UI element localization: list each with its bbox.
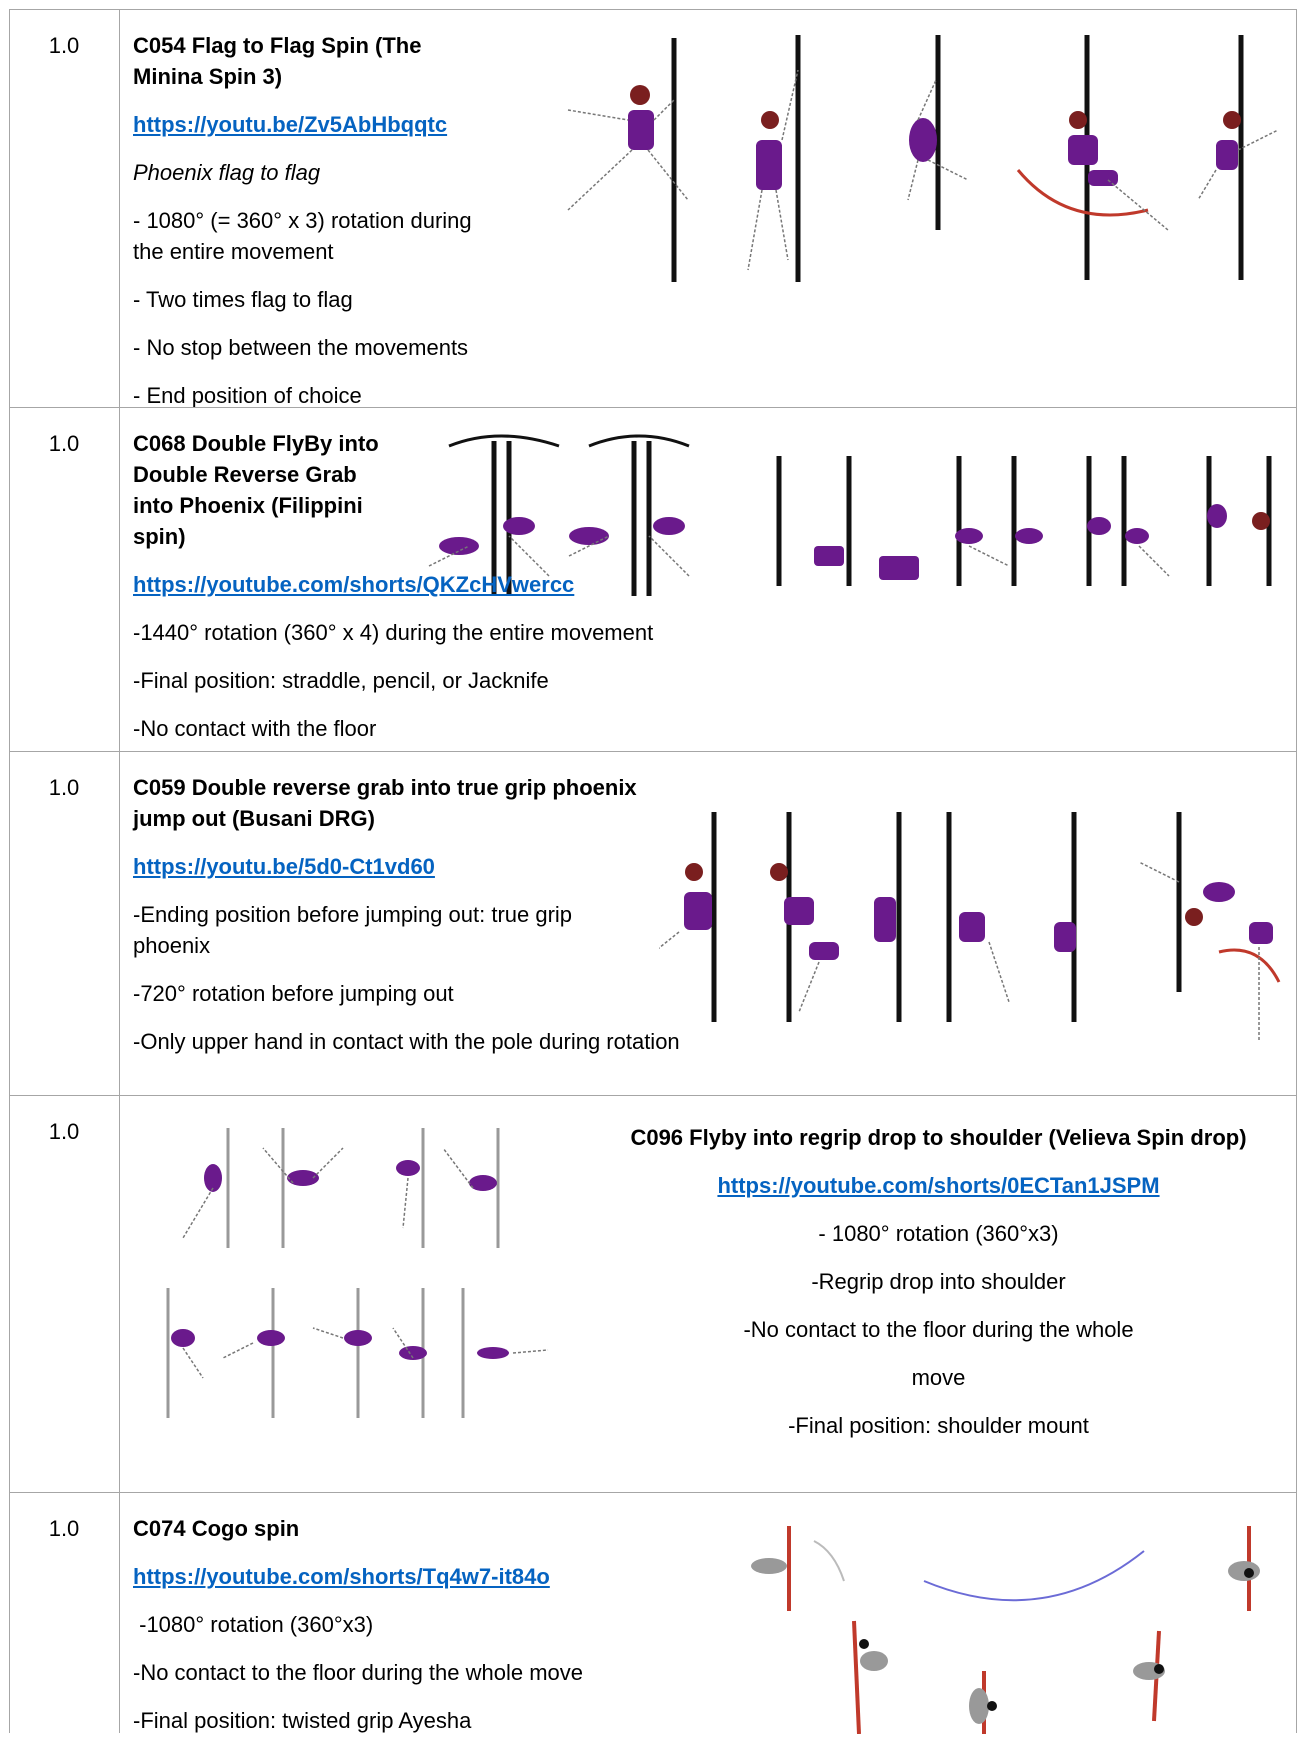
video-link[interactable]: https://youtu.be/Zv5AbHbqqtc <box>133 112 448 137</box>
cell-text: C068 Double FlyBy into Double Reverse Gr… <box>133 428 653 761</box>
note: -1080° rotation (360°x3) <box>133 1612 374 1637</box>
note: - No stop between the movements <box>133 335 469 360</box>
table-row: 1.0 C074 Cogo spin https://youtube.com/sh… <box>9 1492 1297 1734</box>
note: - End position of choice <box>133 383 362 408</box>
note: -No contact to the floor during the whol… <box>133 1660 584 1685</box>
row-title: C059 Double reverse grab into true grip … <box>133 775 637 831</box>
score: 1.0 <box>48 775 80 800</box>
cell-text: C059 Double reverse grab into true grip … <box>133 772 680 1074</box>
video-link[interactable]: https://youtu.be/5d0-Ct1vd60 <box>133 854 435 879</box>
score: 1.0 <box>48 1119 80 1144</box>
note: - 1080° (= 360° x 3) rotation during the… <box>133 208 478 264</box>
note: - Two times flag to flag <box>133 287 353 312</box>
row-subtitle: Phoenix flag to flag <box>133 160 321 185</box>
note: -Final position: shoulder mount <box>788 1413 1089 1438</box>
note: -Regrip drop into shoulder <box>811 1269 1066 1294</box>
row-title: C054 Flag to Flag Spin (The Minina Spin … <box>133 33 422 89</box>
table-frame <box>9 9 1297 1733</box>
note: -Only upper hand in contact with the pol… <box>133 1029 680 1054</box>
video-link[interactable]: https://youtube.com/shorts/QKZcHVwercc <box>133 572 575 597</box>
illustration <box>659 812 1281 1042</box>
link-line: https://youtu.be/Zv5AbHbqqtc <box>133 109 493 140</box>
note: -1440° rotation (360° x 4) during the en… <box>133 620 654 645</box>
row-title: C068 Double FlyBy into Double Reverse Gr… <box>133 431 379 549</box>
illustration <box>751 1526 1260 1734</box>
note: -No contact with the floor <box>133 716 377 741</box>
table-row: 1.0 C068 Double FlyBy into Double Revers… <box>9 407 1297 752</box>
note: -720° rotation before jumping out <box>133 981 454 1006</box>
illustration <box>166 1128 549 1418</box>
note: -Ending position before jumping out: tru… <box>133 902 579 958</box>
table-row: 1.0 C096 Flyby into regrip drop to shoul… <box>9 1095 1297 1493</box>
column-separator <box>119 9 120 1733</box>
row-title: C096 Flyby into regrip drop to shoulder … <box>630 1125 1247 1150</box>
note: - 1080° rotation (360°x3) <box>818 1221 1059 1246</box>
video-link[interactable]: https://youtube.com/shorts/Tq4w7-it84o <box>133 1564 550 1589</box>
illustration <box>567 35 1279 282</box>
video-link[interactable]: https://youtube.com/shorts/0ECTan1JSPM <box>717 1173 1160 1198</box>
table-row: 1.0 C059 Double reverse grab into true g… <box>9 751 1297 1096</box>
link-line: https://youtube.com/shorts/0ECTan1JSPM <box>581 1170 1296 1201</box>
link-line: https://youtube.com/shorts/QKZcHVwercc <box>133 569 653 600</box>
illustration <box>428 434 1272 596</box>
cell-text: C074 Cogo spin https://youtube.com/shorts… <box>133 1513 583 1753</box>
score: 1.0 <box>48 431 80 456</box>
score: 1.0 <box>48 1516 80 1541</box>
cell-text: C054 Flag to Flag Spin (The Minina Spin … <box>133 30 493 428</box>
note: move <box>911 1365 966 1390</box>
link-line: https://youtu.be/5d0-Ct1vd60 <box>133 851 680 882</box>
cell-text: C096 Flyby into regrip drop to shoulder … <box>581 1122 1296 1458</box>
note: -No contact to the floor during the whol… <box>743 1317 1134 1342</box>
table-row: 1.0 C054 Flag to Flag Spin (The Minina S… <box>9 9 1297 408</box>
link-line: https://youtube.com/shorts/Tq4w7-it84o <box>133 1561 583 1592</box>
row-title: C074 Cogo spin <box>133 1516 300 1541</box>
note: -Final position: twisted grip Ayesha <box>133 1708 472 1733</box>
score: 1.0 <box>48 33 80 58</box>
note: -Final position: straddle, pencil, or Ja… <box>133 668 549 693</box>
